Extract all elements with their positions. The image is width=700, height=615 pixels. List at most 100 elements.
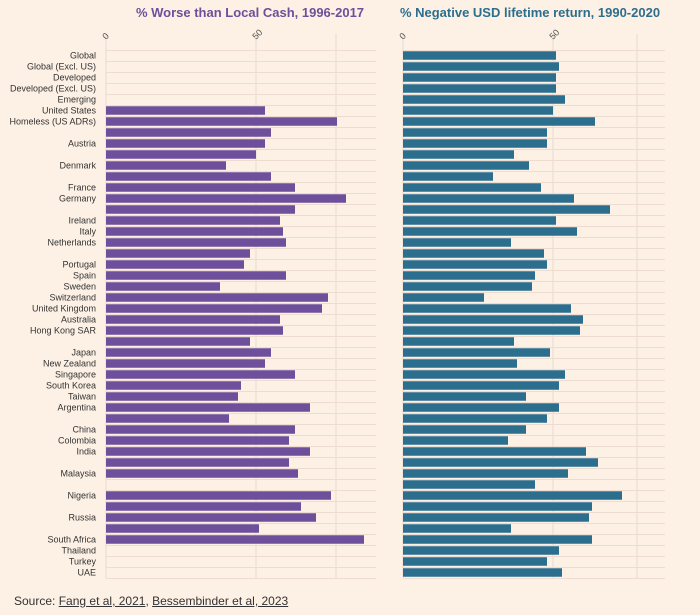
row-label: Thailand	[61, 546, 96, 556]
chart-1-bar	[106, 403, 310, 412]
chart-1-bar	[106, 117, 337, 126]
chart-2-bar	[403, 260, 547, 269]
chart-1-bar	[106, 469, 298, 478]
chart-2-bar	[403, 62, 559, 71]
row-label: Developed	[53, 73, 96, 83]
source-separator: ,	[145, 594, 153, 608]
chart-1-bar	[106, 194, 346, 203]
chart-2-bar	[403, 51, 556, 60]
chart-2-bar	[403, 436, 508, 445]
row-label: Homeless (US ADRs)	[9, 117, 96, 127]
chart-2-bar	[403, 469, 568, 478]
row-label: Austria	[68, 139, 96, 149]
chart-2-bar	[403, 535, 592, 544]
row-label: Hong Kong SAR	[30, 326, 97, 336]
chart-1-bar	[106, 139, 265, 148]
row-label: Turkey	[69, 557, 97, 567]
chart-2-bar	[403, 337, 514, 346]
chart-1-bar	[106, 513, 316, 522]
chart-2-bar	[403, 414, 547, 423]
chart-2-bar	[403, 205, 610, 214]
chart-1-bar	[106, 128, 271, 137]
row-label: Australia	[61, 315, 96, 325]
chart-2-title: % Negative USD lifetime return, 1990-202…	[400, 5, 660, 20]
row-label: Portugal	[62, 260, 96, 270]
chart-2-bar	[403, 403, 559, 412]
source-link-bessembinder[interactable]: Bessembinder et al, 2023	[152, 594, 289, 608]
chart-1-bar	[106, 392, 238, 401]
chart-1-bar	[106, 304, 322, 313]
chart-2-bar	[403, 84, 556, 93]
chart-1-bar	[106, 359, 265, 368]
row-label: United States	[42, 106, 97, 116]
chart-2-bar	[403, 557, 547, 566]
row-label: South Korea	[46, 381, 96, 391]
chart-1-tick-label-50: 50	[250, 27, 264, 41]
row-label: Sweden	[63, 282, 96, 292]
row-label: Taiwan	[68, 392, 96, 402]
chart-1-bar	[106, 370, 295, 379]
chart-1-bar	[106, 425, 295, 434]
row-label: Colombia	[58, 436, 96, 446]
chart-2-bar	[403, 502, 592, 511]
chart-1-bar	[106, 238, 286, 247]
row-label: Global	[70, 51, 96, 61]
chart-2-tick-label-0: 0	[397, 31, 408, 42]
row-label: Global (Excl. US)	[27, 62, 96, 72]
chart-2-bar	[403, 315, 583, 324]
row-label: UAE	[77, 568, 96, 578]
chart-1-bar	[106, 183, 295, 192]
row-label: Japan	[71, 348, 96, 358]
chart-2-bar	[403, 271, 535, 280]
row-label: New Zealand	[43, 359, 96, 369]
row-label: Malaysia	[60, 469, 96, 479]
row-label: Singapore	[55, 370, 96, 380]
chart-1-bar	[106, 315, 280, 324]
row-label: Argentina	[57, 403, 96, 413]
row-label: South Africa	[47, 535, 96, 545]
row-label: Germany	[59, 194, 97, 204]
source-link-fang[interactable]: Fang et al, 2021	[58, 594, 146, 608]
chart-2-bar	[403, 513, 589, 522]
chart-2-bar	[403, 139, 547, 148]
chart-1-bar	[106, 381, 241, 390]
row-label: Nigeria	[67, 491, 96, 501]
chart-2-bar	[403, 282, 532, 291]
chart-2-bar	[403, 117, 595, 126]
row-label: Switzerland	[49, 293, 96, 303]
chart-1-bar	[106, 502, 301, 511]
chart-2-bar	[403, 348, 550, 357]
row-label: France	[68, 183, 96, 193]
source-prefix: Source:	[14, 594, 59, 608]
chart-1-bar	[106, 249, 250, 258]
chart-2-bar	[403, 304, 571, 313]
chart-canvas: % Worse than Local Cash, 1996-2017 0 50 Glo…	[9, 5, 665, 579]
chart-1-bar	[106, 106, 265, 115]
chart-2-bar	[403, 381, 559, 390]
chart-1-bar	[106, 227, 283, 236]
chart-2-bar	[403, 293, 484, 302]
chart-1-bar	[106, 491, 331, 500]
chart-1-bar	[106, 414, 229, 423]
chart-2-bar	[403, 480, 535, 489]
row-label: China	[72, 425, 96, 435]
row-label: Russia	[68, 513, 96, 523]
chart-2-bar	[403, 95, 565, 104]
chart-2-bar	[403, 392, 526, 401]
chart-2-bar	[403, 370, 565, 379]
row-label: Developed (Excl. US)	[10, 84, 96, 94]
row-label: United Kingdom	[32, 304, 96, 314]
chart-1-title: % Worse than Local Cash, 1996-2017	[136, 5, 364, 20]
chart-2-bar	[403, 425, 526, 434]
chart-2-bar	[403, 238, 511, 247]
chart-2-bar	[403, 524, 511, 533]
chart-1-bar	[106, 205, 295, 214]
row-label: Emerging	[57, 95, 96, 105]
chart-2-bar	[403, 73, 556, 82]
row-label: Spain	[73, 271, 96, 281]
chart-1-bar	[106, 282, 220, 291]
chart-1-bar	[106, 271, 286, 280]
chart-1-bar	[106, 447, 310, 456]
chart-2-bar	[403, 458, 598, 467]
chart-2-bar	[403, 249, 544, 258]
